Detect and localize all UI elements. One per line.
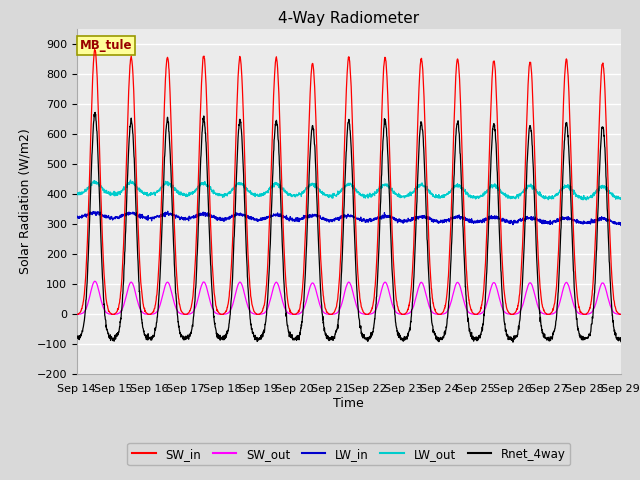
LW_out <box>507 193 515 199</box>
Rnet_4way <box>617 339 625 345</box>
Rnet_4way <box>570 263 577 268</box>
LW_in <box>73 214 81 219</box>
Rnet_4way <box>92 109 99 115</box>
LW_out <box>365 193 372 199</box>
LW_in <box>376 214 384 220</box>
Rnet_4way <box>365 335 372 340</box>
SW_in <box>584 310 592 315</box>
Rnet_4way <box>73 333 81 338</box>
LW_in <box>584 221 592 227</box>
SW_out <box>584 311 592 317</box>
LW_in <box>225 216 232 222</box>
SW_in <box>91 47 99 52</box>
SW_out <box>569 299 577 305</box>
SW_out <box>376 291 384 297</box>
SW_in <box>569 214 577 219</box>
SW_in <box>617 312 625 317</box>
LW_in <box>507 218 515 224</box>
SW_out <box>73 312 81 317</box>
Line: LW_in: LW_in <box>77 211 621 226</box>
Rnet_4way <box>376 202 384 208</box>
LW_in <box>617 223 625 228</box>
SW_in <box>376 152 384 158</box>
LW_out <box>73 192 81 198</box>
SW_out <box>617 312 625 317</box>
LW_out <box>584 195 592 201</box>
Line: SW_in: SW_in <box>77 49 621 314</box>
SW_in <box>73 312 81 317</box>
SW_in <box>365 312 372 317</box>
Rnet_4way <box>507 336 515 342</box>
LW_in <box>164 208 172 214</box>
SW_out <box>225 310 232 315</box>
SW_in <box>507 312 515 317</box>
LW_out <box>617 195 625 201</box>
X-axis label: Time: Time <box>333 397 364 410</box>
Line: SW_out: SW_out <box>77 281 621 314</box>
Y-axis label: Solar Radiation (W/m2): Solar Radiation (W/m2) <box>18 129 31 275</box>
LW_out <box>569 187 577 192</box>
Line: LW_out: LW_out <box>77 180 621 200</box>
LW_out <box>376 184 384 190</box>
Text: MB_tule: MB_tule <box>79 39 132 52</box>
SW_out <box>91 278 99 284</box>
SW_in <box>225 297 232 303</box>
Rnet_4way <box>584 334 592 340</box>
Rnet_4way <box>225 324 232 330</box>
Rnet_4way <box>509 339 516 345</box>
SW_out <box>365 312 372 317</box>
Legend: SW_in, SW_out, LW_in, LW_out, Rnet_4way: SW_in, SW_out, LW_in, LW_out, Rnet_4way <box>127 443 570 465</box>
Title: 4-Way Radiometer: 4-Way Radiometer <box>278 11 419 26</box>
Line: Rnet_4way: Rnet_4way <box>77 112 621 342</box>
LW_out <box>225 191 232 196</box>
LW_in <box>365 216 372 222</box>
LW_in <box>569 217 577 223</box>
LW_out <box>127 177 134 183</box>
SW_out <box>507 312 515 317</box>
LW_out <box>582 197 590 203</box>
